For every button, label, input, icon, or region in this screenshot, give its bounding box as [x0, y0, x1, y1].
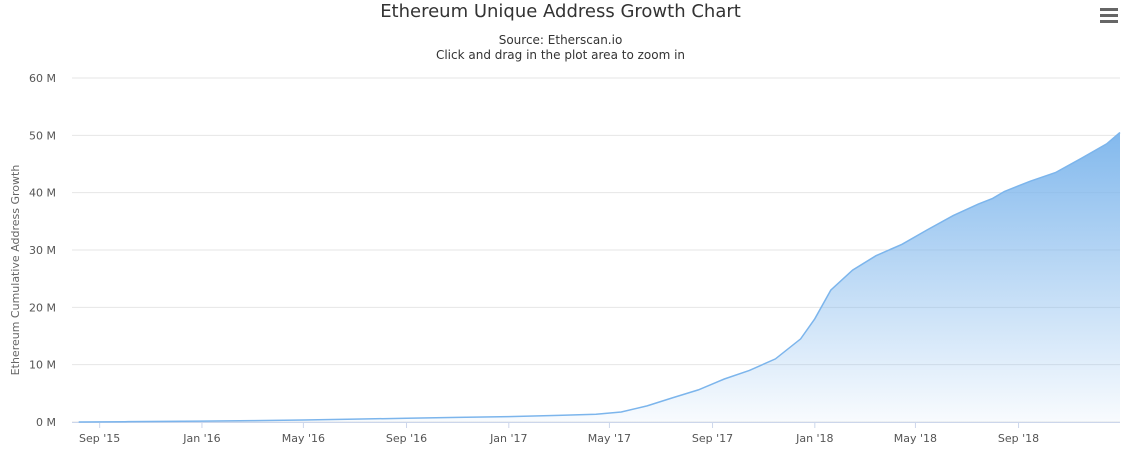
- series-area: [78, 132, 1121, 422]
- y-tick-label: 30 M: [29, 244, 56, 257]
- y-tick-label: 40 M: [29, 187, 56, 200]
- x-tick-label: May '16: [282, 432, 325, 445]
- x-tick-label: Sep '15: [79, 432, 120, 445]
- hamburger-menu-icon[interactable]: [1100, 8, 1118, 24]
- x-tick-label: Jan '17: [489, 432, 527, 445]
- chart-subtitle-hint: Click and drag in the plot area to zoom …: [435, 48, 686, 62]
- chart-title: Ethereum Unique Address Growth Chart: [380, 1, 741, 22]
- x-tick-label: Jan '18: [795, 432, 833, 445]
- y-tick-label: 50 M: [29, 129, 56, 142]
- chart-subtitle: Source: Etherscan.io Click and drag in t…: [0, 33, 1121, 63]
- x-tick-label: Sep '16: [386, 432, 427, 445]
- x-tick-label: Sep '17: [692, 432, 733, 445]
- series-line: [78, 131, 1121, 423]
- y-tick-label: 0 M: [36, 416, 56, 429]
- y-tick-label: 10 M: [29, 359, 56, 372]
- y-tick-label: 60 M: [29, 72, 56, 85]
- x-tick-label: May '18: [894, 432, 937, 445]
- x-tick-label: May '17: [588, 432, 631, 445]
- x-tick-label: Jan '16: [182, 432, 220, 445]
- x-tick-label: Sep '18: [998, 432, 1039, 445]
- y-axis-title: Ethereum Cumulative Address Growth: [9, 165, 22, 376]
- chart-subtitle-source: Source: Etherscan.io: [498, 33, 623, 47]
- y-tick-label: 20 M: [29, 301, 56, 314]
